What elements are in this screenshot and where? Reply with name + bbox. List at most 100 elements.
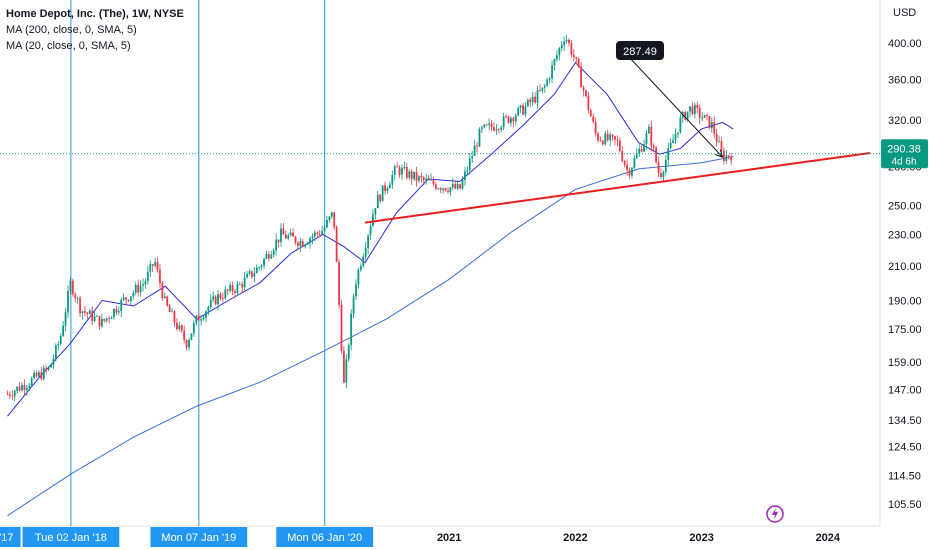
candle-body: [543, 85, 546, 88]
candle-body: [146, 271, 149, 282]
candle-body: [304, 244, 307, 247]
annotation-text: 287.49: [623, 46, 657, 58]
time-axis-tag-label: Tue 02 Jan '18: [35, 532, 107, 544]
candle: [11, 390, 14, 401]
candle: [246, 271, 248, 279]
ma20-series: [7, 61, 734, 417]
candle-body: [500, 127, 503, 130]
candle: [592, 113, 595, 124]
candle: [478, 127, 481, 147]
candle: [693, 102, 696, 119]
candle-body: [96, 315, 98, 317]
annotation-label[interactable]: 287.49: [616, 41, 664, 60]
candle: [86, 311, 89, 320]
candle: [18, 382, 21, 392]
candle: [326, 215, 328, 229]
candle: [161, 280, 164, 301]
candle: [229, 281, 232, 293]
candle-body: [117, 311, 120, 313]
candle: [529, 97, 532, 108]
price-axis: 400.00360.00320.00280.00250.00230.00210.…: [888, 38, 922, 511]
candle: [490, 120, 493, 132]
candle: [115, 305, 118, 316]
candle-body: [403, 166, 406, 169]
candle-body: [408, 171, 411, 178]
candle-body: [142, 284, 144, 286]
candle: [214, 295, 217, 306]
candle-body: [59, 336, 62, 344]
candle-body: [480, 127, 483, 129]
candle: [672, 133, 674, 144]
candle: [522, 102, 524, 116]
candle: [430, 173, 432, 181]
candle-body: [391, 175, 394, 185]
candle-body: [677, 132, 679, 135]
candle-body: [192, 322, 195, 334]
candle-body: [321, 230, 324, 235]
candle: [224, 285, 227, 301]
symbol-title[interactable]: Home Depot, Inc. (The), 1W, NYSE: [6, 8, 184, 20]
candle: [185, 339, 188, 351]
candle-body: [93, 316, 96, 321]
ma20-line: [7, 61, 734, 417]
candle-body: [8, 394, 11, 396]
candle-body: [355, 284, 357, 297]
candle: [318, 229, 321, 238]
candle: [664, 154, 667, 176]
lightning-icon[interactable]: [766, 505, 784, 523]
candle-body: [703, 114, 706, 118]
candle: [33, 370, 35, 380]
candle-body: [422, 177, 425, 181]
candle: [311, 233, 314, 245]
candle: [483, 124, 486, 129]
candle-body: [195, 315, 198, 323]
candle-body: [505, 116, 507, 118]
candle-body: [713, 122, 716, 134]
candle: [74, 291, 77, 303]
candle-body: [127, 299, 130, 302]
candle-body: [621, 151, 624, 162]
candle-body: [132, 292, 135, 297]
candle-body: [660, 173, 662, 177]
candle-body: [326, 219, 328, 228]
candle-body: [313, 232, 316, 237]
candle-body: [379, 194, 382, 202]
candle-body: [258, 267, 261, 268]
candle: [393, 164, 396, 181]
candle: [662, 170, 665, 183]
candle-body: [437, 188, 440, 190]
candle-body: [691, 106, 694, 115]
candle-body: [292, 232, 294, 237]
candle: [497, 127, 500, 134]
ma20-legend[interactable]: MA (20, close, 0, SMA, 5): [6, 40, 131, 52]
candle: [321, 225, 324, 236]
ma200-legend[interactable]: MA (200, close, 0, SMA, 5): [6, 24, 137, 36]
candle: [255, 264, 258, 274]
candle: [301, 238, 304, 248]
candle: [35, 370, 38, 378]
candle: [217, 290, 219, 311]
candle: [558, 46, 561, 61]
candle-body: [718, 141, 720, 143]
candle: [30, 376, 33, 387]
candle: [374, 208, 377, 220]
candle: [335, 225, 338, 263]
candle-body: [38, 372, 40, 377]
candle-body: [301, 241, 304, 247]
candle-body: [614, 136, 616, 140]
candle: [413, 171, 415, 182]
candle: [8, 391, 11, 399]
candle: [359, 263, 362, 273]
candle-body: [396, 166, 399, 168]
candle-body: [224, 289, 227, 299]
candle-body: [226, 289, 229, 291]
candle-body: [730, 156, 733, 161]
candle: [381, 185, 384, 202]
candle: [626, 159, 628, 176]
candle-body: [522, 105, 524, 115]
candle: [401, 164, 403, 180]
candle-body: [483, 124, 486, 128]
candle-body: [28, 385, 31, 388]
candle-body: [294, 236, 297, 243]
